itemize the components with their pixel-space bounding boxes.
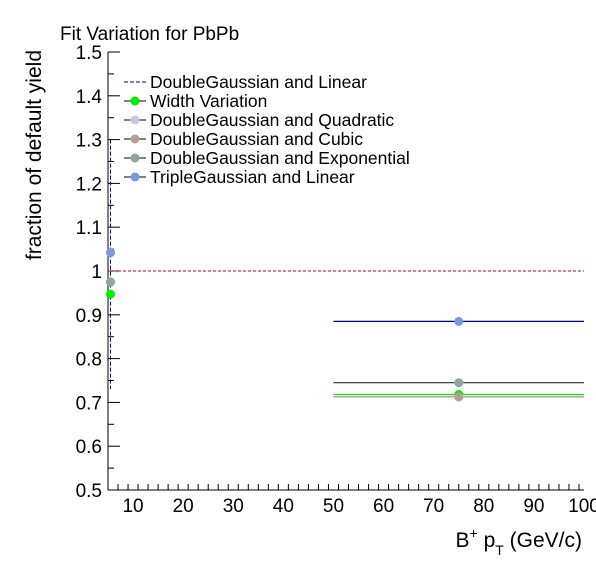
y-tick-label: 1.1 [76,218,102,239]
legend-marker-dot [130,134,140,144]
x-tick-label: 100 [568,496,596,517]
x-tick-label: 30 [223,496,244,517]
x-tick-label: 70 [423,496,444,517]
x-tick-label: 80 [473,496,494,517]
x-tick-label: 10 [122,496,143,517]
legend-label: DoubleGaussian and Quadratic [150,110,394,130]
y-tick-label: 0.8 [76,350,102,371]
y-axis-label: fraction of default yield [23,50,46,260]
legend-label: Width Variation [150,91,267,111]
legend-entry: DoubleGaussian and Cubic [124,129,363,149]
legend-entry: Width Variation [124,91,267,111]
legend-entry: DoubleGaussian and Exponential [124,148,410,168]
y-tick-label: 1 [91,262,102,283]
series-6 [106,248,584,326]
y-tick-label: 1.5 [76,43,102,64]
legend-marker-dot [130,172,140,182]
x-axis-label-mid: p [478,529,496,552]
x-tick-label: 50 [323,496,344,517]
legend-marker-dot [130,96,140,106]
y-tick-label: 0.9 [76,306,102,327]
y-tick-label: 1.2 [76,174,102,195]
y-tick-label: 1.3 [76,131,102,152]
chart-title: Fit Variation for PbPb [60,24,239,45]
x-axis-label-tail: (GeV/c) [504,529,582,552]
data-point [454,316,464,326]
y-tick-label: 0.7 [76,393,102,414]
plot-area: 0.5 0.6 0.7 0.8 0.9 1 1.1 1.2 1.3 1.4 1.5 10 20 30 40 5… [76,43,596,517]
x-tick-label: 20 [173,496,194,517]
x-tick-label: 90 [523,496,544,517]
series-5 [106,277,584,388]
legend-label: DoubleGaussian and Linear [150,72,367,92]
y-tick-label: 0.6 [76,437,102,458]
legend-label: DoubleGaussian and Cubic [150,129,363,149]
legend-marker-dot [130,115,140,125]
x-axis-label-sub: T [495,542,504,558]
x-axis-label: B+ pT (GeV/c) [456,525,582,558]
x-tick-label: 60 [373,496,394,517]
y-tick-label: 1.4 [76,87,103,108]
legend-label: TripleGaussian and Linear [150,167,355,187]
data-point [106,248,116,258]
data-point [454,378,464,388]
x-axis-label-main: B [456,529,470,552]
x-tick-label: 40 [273,496,294,517]
legend-entry: DoubleGaussian and Quadratic [124,110,394,130]
legend-entry: DoubleGaussian and Linear [124,72,367,92]
legend-label: DoubleGaussian and Exponential [150,148,410,168]
data-point [106,277,116,287]
x-axis-label-sup: + [470,525,478,541]
y-tick-label: 0.5 [76,481,102,502]
data-point [106,289,116,299]
legend-entry: TripleGaussian and Linear [124,167,355,187]
legend-marker-dot [130,153,140,163]
data-point [454,392,464,402]
